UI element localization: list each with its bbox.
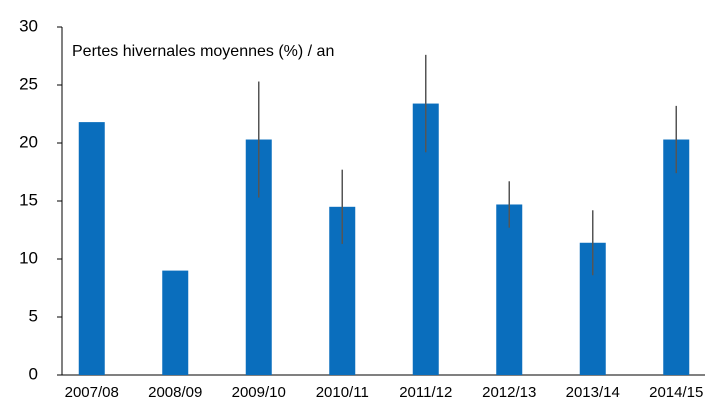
- y-tick-label: 15: [19, 190, 38, 209]
- y-tick-label: 25: [19, 74, 38, 93]
- y-tick-label: 0: [29, 364, 38, 383]
- x-tick-label: 2008/09: [148, 384, 202, 401]
- x-tick-label: 2011/12: [399, 384, 452, 401]
- y-tick-label: 20: [19, 132, 38, 151]
- bar: [78, 122, 105, 376]
- x-tick-label: 2014/15: [649, 384, 703, 401]
- x-tick-label: 2012/13: [482, 384, 536, 401]
- y-tick-label: 5: [29, 306, 38, 325]
- bar: [496, 204, 523, 375]
- bar: [162, 270, 189, 375]
- x-tick-label: 2009/10: [232, 384, 286, 401]
- x-tick-label: 2010/11: [316, 384, 369, 401]
- chart-title: Pertes hivernales moyennes (%) / an: [72, 43, 334, 60]
- y-tick-label: 30: [19, 16, 38, 35]
- x-tick-label: 2013/14: [566, 384, 620, 401]
- bar: [663, 139, 690, 375]
- x-tick-label: 2007/08: [65, 384, 119, 401]
- y-tick-label: 10: [19, 248, 38, 267]
